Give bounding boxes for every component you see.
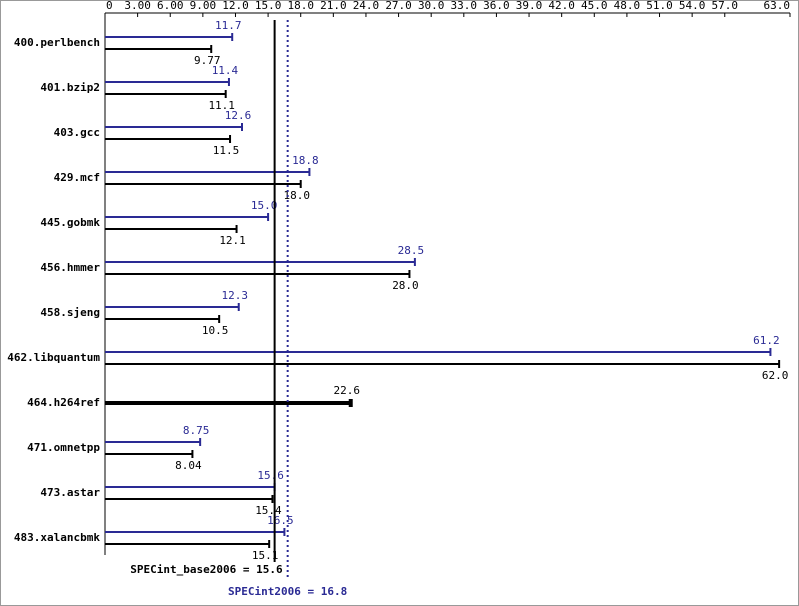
category-label: 462.libquantum (7, 351, 100, 364)
x-tick-label: 3.00 (124, 0, 151, 12)
value-label: 18.8 (292, 154, 319, 167)
value-label: 61.2 (753, 334, 780, 347)
value-label: 11.7 (215, 19, 242, 32)
category-label: 458.sjeng (40, 306, 100, 319)
x-tick-label: 45.0 (581, 0, 608, 12)
x-tick-label: 42.0 (548, 0, 575, 12)
x-tick-label: 24.0 (353, 0, 380, 12)
bar (105, 78, 230, 86)
x-tick-label: 36.0 (483, 0, 510, 12)
category-label: 401.bzip2 (40, 81, 100, 94)
bar (105, 303, 240, 311)
value-label: 15.6 (257, 469, 284, 482)
bar (105, 438, 202, 446)
bar (105, 528, 286, 536)
x-tick-label: 27.0 (385, 0, 412, 12)
category-label: 400.perlbench (14, 36, 100, 49)
x-tick-label: 39.0 (516, 0, 543, 12)
x-tick-label: 48.0 (614, 0, 641, 12)
bar (105, 399, 353, 407)
bar (105, 450, 194, 458)
value-label: 18.0 (283, 189, 310, 202)
category-label: 473.astar (40, 486, 100, 499)
x-tick-label: 51.0 (646, 0, 673, 12)
value-label: 11.4 (212, 64, 239, 77)
value-label: 28.0 (392, 279, 419, 292)
value-label: 8.04 (175, 459, 202, 472)
category-label: 429.mcf (54, 171, 100, 184)
bar (105, 33, 234, 41)
value-label: 8.75 (183, 424, 210, 437)
value-label: 28.5 (398, 244, 425, 257)
bar (105, 225, 238, 233)
x-tick-label: 33.0 (451, 0, 478, 12)
value-label: 12.3 (221, 289, 248, 302)
value-label: 12.1 (219, 234, 246, 247)
bar (105, 540, 271, 548)
bar (105, 360, 781, 368)
value-label: 11.5 (213, 144, 240, 157)
reference-label: SPECint2006 = 16.8 (228, 585, 347, 598)
value-label: 11.1 (208, 99, 235, 112)
x-tick-label: 21.0 (320, 0, 347, 12)
x-tick-label: 6.00 (157, 0, 184, 12)
bar (105, 258, 416, 266)
value-label: 15.0 (251, 199, 278, 212)
bar (105, 213, 270, 221)
x-tick-label: 57.0 (712, 0, 739, 12)
x-tick-label: 0 (106, 0, 113, 12)
bar (105, 180, 302, 188)
bar (105, 123, 243, 131)
x-tick-label: 30.0 (418, 0, 445, 12)
value-label: 16.5 (267, 514, 294, 527)
category-label: 456.hmmer (40, 261, 100, 274)
value-label: 10.5 (202, 324, 229, 337)
category-label: 464.h264ref (27, 396, 100, 409)
bar (105, 45, 213, 53)
bar (105, 348, 772, 356)
x-tick-label: 15.0 (255, 0, 282, 12)
x-tick-label: 12.0 (222, 0, 249, 12)
value-label: 15.1 (252, 549, 279, 562)
category-label: 403.gcc (54, 126, 100, 139)
category-label: 471.omnetpp (27, 441, 100, 454)
value-label: 62.0 (762, 369, 789, 382)
x-tick-label: 18.0 (287, 0, 314, 12)
value-label: 9.77 (194, 54, 221, 67)
value-label: 12.6 (225, 109, 252, 122)
reference-label: SPECint_base2006 = 15.6 (130, 563, 283, 576)
x-tick-label: 63.0 (764, 0, 791, 12)
x-tick-label: 9.00 (190, 0, 217, 12)
x-tick-label: 54.0 (679, 0, 706, 12)
bar (105, 90, 227, 98)
bar (105, 270, 411, 278)
bar (105, 495, 274, 503)
bar (105, 315, 221, 323)
category-label: 483.xalancbmk (14, 531, 100, 544)
category-label: 445.gobmk (40, 216, 100, 229)
value-label: 22.6 (333, 384, 360, 397)
bar (105, 135, 232, 143)
